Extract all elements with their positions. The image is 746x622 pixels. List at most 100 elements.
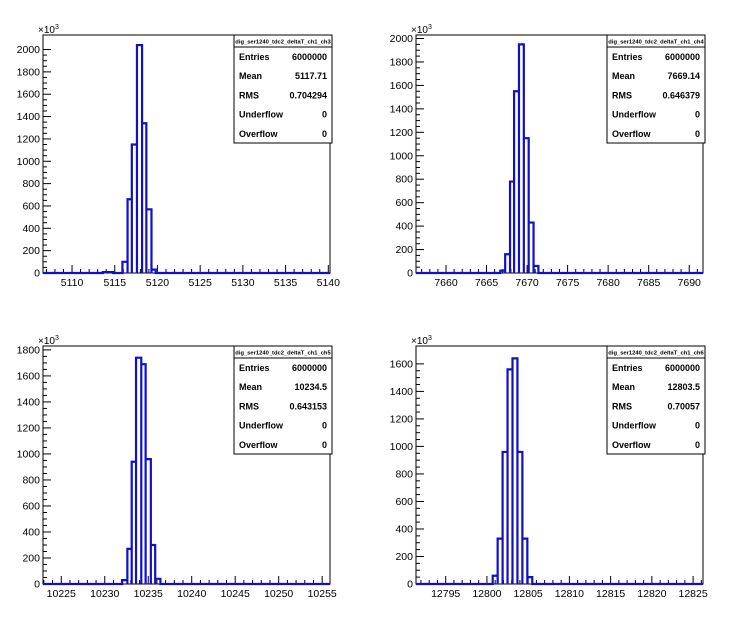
y-exponent-base: ×10 (411, 336, 428, 347)
y-tick-label: 800 (395, 468, 413, 480)
stats-box-frame (233, 34, 333, 144)
histogram-bin (122, 580, 127, 584)
stats-label: Mean (239, 71, 262, 81)
stats-label: Entries (612, 52, 643, 62)
histogram-panel-2: 0 200 400 600 800 1000 1200 1400 1600 1800 2000 766… (390, 24, 706, 289)
stats-box: dig_ser1240_tdc2_deltaT_ch1_ch4 Entries 60… (606, 34, 706, 144)
stats-value: 0.646379 (662, 90, 700, 100)
histogram-bin (503, 452, 508, 584)
y-exponent-power: 3 (55, 24, 59, 31)
histogram-bin (132, 145, 137, 273)
stats-label: Underflow (239, 421, 284, 431)
y-tick-label: 1800 (17, 344, 41, 356)
y-tick-label: 200 (395, 551, 413, 563)
y-tick-label: 600 (395, 197, 413, 209)
y-tick-label: 1000 (390, 150, 414, 162)
y-exponent-power: 3 (428, 24, 432, 31)
x-tick-label: 5140 (317, 277, 341, 289)
x-tick-label: 5135 (274, 277, 298, 289)
y-exponent-label: ×103 (411, 335, 432, 347)
histogram-bin (514, 91, 519, 273)
stats-value: 0 (322, 110, 327, 120)
y-tick-label: 1200 (390, 127, 414, 139)
y-exponent-label: ×103 (411, 24, 432, 36)
y-tick-label: 2000 (17, 44, 41, 56)
stats-label: RMS (612, 401, 632, 411)
stats-title: dig_ser1240_tdc2_deltaT_ch1_ch5 (235, 351, 331, 357)
y-tick-label: 1400 (17, 111, 41, 123)
y-tick-label: 1200 (17, 422, 41, 434)
histogram-bin (527, 577, 532, 584)
histogram-bin (103, 272, 108, 273)
histogram-bin (151, 270, 155, 273)
y-tick-label: 0 (34, 268, 40, 280)
stats-title: dig_ser1240_tdc2_deltaT_ch1_ch6 (608, 351, 704, 357)
stats-label: Overflow (612, 440, 652, 450)
y-tick-label: 1200 (17, 133, 41, 145)
stats-box: dig_ser1240_tdc2_deltaT_ch1_ch3 Entries 60… (233, 34, 333, 144)
x-tick-label: 7685 (637, 277, 661, 289)
y-tick-label: 2000 (390, 33, 414, 45)
y-tick-label: 1600 (17, 370, 41, 382)
y-tick-label: 800 (395, 174, 413, 186)
y-tick-label: 1600 (17, 89, 41, 101)
histogram-bin (508, 369, 513, 584)
x-tick-label: 5125 (188, 277, 212, 289)
histogram-bin (132, 462, 136, 584)
stats-box: dig_ser1240_tdc2_deltaT_ch1_ch6 Entries 60… (606, 345, 706, 455)
histogram-series (416, 357, 703, 586)
stats-value: 0 (322, 421, 327, 431)
x-tick-label: 12815 (596, 588, 625, 600)
x-tick-label: 7665 (475, 277, 499, 289)
stats-label: Overflow (612, 129, 652, 139)
y-tick-label: 0 (407, 579, 413, 591)
histogram-bin (127, 549, 131, 584)
stats-label: Mean (239, 382, 262, 392)
histogram-bin (151, 545, 155, 584)
x-tick-label: 7670 (515, 277, 539, 289)
stats-value: 0 (695, 129, 700, 139)
y-tick-label: 1600 (390, 358, 414, 370)
histogram-bin (493, 576, 498, 584)
histogram-bin (524, 138, 529, 273)
histogram-bin (529, 223, 534, 273)
x-tick-label: 10225 (47, 588, 76, 600)
y-exponent-base: ×10 (38, 25, 55, 36)
stats-value: 10234.5 (294, 382, 327, 392)
stats-value: 6000000 (665, 363, 700, 373)
histogram-panel-4: 0 200 400 600 800 1000 1200 1400 1600 12795 12800 1… (390, 335, 708, 600)
x-tick-label: 10230 (90, 588, 119, 600)
histogram-bin (517, 452, 522, 584)
y-tick-label: 400 (395, 523, 413, 535)
histogram-bin (500, 271, 505, 273)
y-exponent-power: 3 (55, 335, 59, 342)
y-tick-label: 600 (22, 200, 40, 212)
stats-value: 12803.5 (667, 382, 700, 392)
x-tick-label: 10240 (177, 588, 206, 600)
stats-value: 0 (695, 421, 700, 431)
histogram-bin (498, 539, 503, 584)
stats-value: 0 (695, 110, 700, 120)
y-tick-label: 800 (22, 178, 40, 190)
y-tick-label: 1400 (17, 396, 41, 408)
y-tick-label: 1000 (17, 448, 41, 460)
x-tick-label: 10235 (134, 588, 163, 600)
histogram-bin (137, 45, 142, 273)
histogram-bin (522, 539, 527, 584)
x-tick-label: 12825 (679, 588, 708, 600)
x-tick-label: 5110 (61, 277, 84, 289)
y-tick-label: 1400 (390, 103, 414, 115)
y-exponent-label: ×103 (38, 24, 59, 36)
y-exponent-label: ×103 (38, 335, 59, 347)
stats-value: 0.643153 (289, 401, 327, 411)
x-tick-label: 12800 (472, 588, 501, 600)
stats-value: 7669.14 (667, 71, 700, 81)
y-tick-label: 400 (22, 526, 40, 538)
x-tick-label: 7660 (434, 277, 458, 289)
histogram-bin (122, 262, 127, 273)
histogram-series (43, 43, 330, 275)
stats-value: 0 (322, 129, 327, 139)
y-tick-label: 1200 (390, 413, 414, 425)
y-tick-label: 1000 (17, 156, 41, 168)
